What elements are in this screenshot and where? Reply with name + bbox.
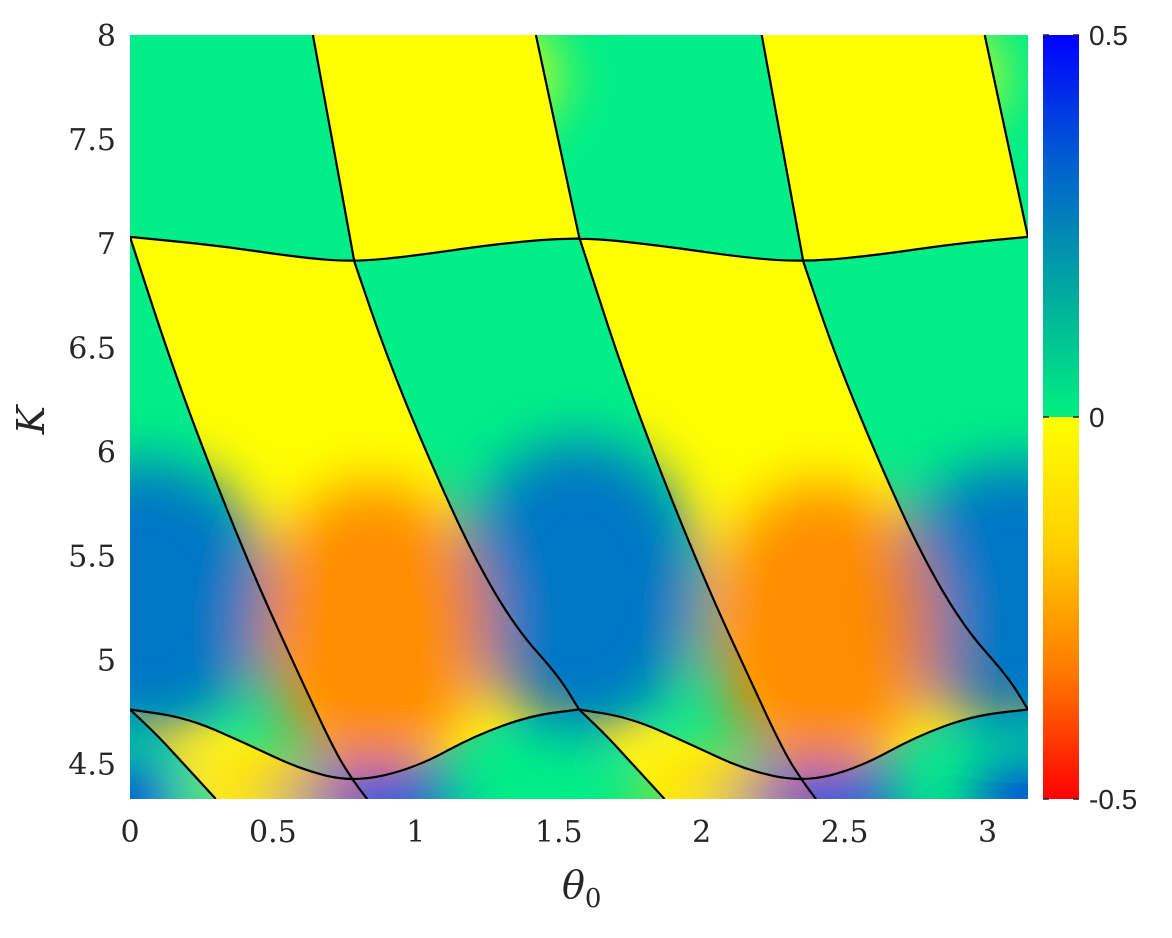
x-tick-label: 2 bbox=[692, 815, 711, 850]
y-tick-label: 7.5 bbox=[68, 123, 116, 158]
boundary-lower-wave-1 bbox=[130, 708, 580, 781]
x-axis-label-main: θ bbox=[562, 863, 585, 907]
x-tick-label: 0.5 bbox=[249, 815, 297, 850]
boundary-diag-curve-1 bbox=[130, 236, 369, 799]
heat-extremum-8 bbox=[258, 482, 488, 775]
boundary-top-curve-1 bbox=[311, 35, 356, 263]
x-axis-label-subscript: 0 bbox=[585, 884, 602, 914]
x-tick-label: 1.5 bbox=[535, 815, 583, 850]
x-tick-label: 0 bbox=[120, 815, 139, 850]
y-tick-label: 5 bbox=[97, 644, 116, 679]
boundary-top-curve-4 bbox=[983, 35, 1028, 238]
x-tick-label: 3 bbox=[978, 815, 997, 850]
boundary-diag-curve-4 bbox=[802, 261, 1028, 711]
x-axis-ticks: 0 0.5 1 1.5 2 2.5 3 bbox=[120, 815, 997, 850]
y-tick-label: 6.5 bbox=[68, 331, 116, 366]
heat-extremum-2 bbox=[459, 440, 700, 733]
y-axis-ticks: 4.5 5 5.5 6 6.5 7 7.5 8 bbox=[68, 19, 116, 783]
boundary-upper-wave bbox=[130, 235, 1028, 262]
heat-extremum-1 bbox=[130, 461, 273, 733]
colorbar-tick-label: -0.5 bbox=[1089, 784, 1137, 815]
boundary-top-curve-2 bbox=[534, 35, 581, 238]
boundary-small-curve-2 bbox=[578, 708, 666, 799]
x-axis-label: θ0 bbox=[562, 863, 601, 914]
heat-extremum-9 bbox=[707, 482, 937, 775]
boundary-top-curve-3 bbox=[760, 35, 805, 263]
heat-extremum-11 bbox=[630, 759, 774, 799]
heat-extremum-7 bbox=[970, 767, 1028, 799]
plot-area bbox=[130, 35, 1028, 799]
y-tick-label: 4.5 bbox=[68, 748, 116, 783]
y-axis-label: K bbox=[9, 403, 53, 435]
boundary-lower-wave-2 bbox=[578, 708, 1028, 781]
y-tick-label: 5.5 bbox=[68, 539, 116, 574]
heat-extremum-13 bbox=[830, 35, 1002, 140]
heat-extremum-10 bbox=[187, 759, 331, 799]
boundary-diag-curve-3 bbox=[578, 236, 817, 799]
boundary-diag-curve-2 bbox=[353, 261, 581, 711]
heat-extremum-12 bbox=[387, 35, 559, 140]
boundary-small-curve-1 bbox=[130, 708, 217, 799]
colorbar-tick-label: 0.5 bbox=[1089, 20, 1128, 51]
x-tick-label: 2.5 bbox=[821, 815, 869, 850]
colorbar-tick-label: 0 bbox=[1089, 402, 1105, 433]
x-tick-label: 1 bbox=[406, 815, 425, 850]
y-tick-label: 8 bbox=[97, 19, 116, 54]
heat-extremum-5 bbox=[130, 767, 182, 799]
y-tick-label: 6 bbox=[97, 435, 116, 470]
y-tick-label: 7 bbox=[97, 227, 116, 262]
colorbar: -0.5 0 0.5 bbox=[1043, 20, 1137, 815]
